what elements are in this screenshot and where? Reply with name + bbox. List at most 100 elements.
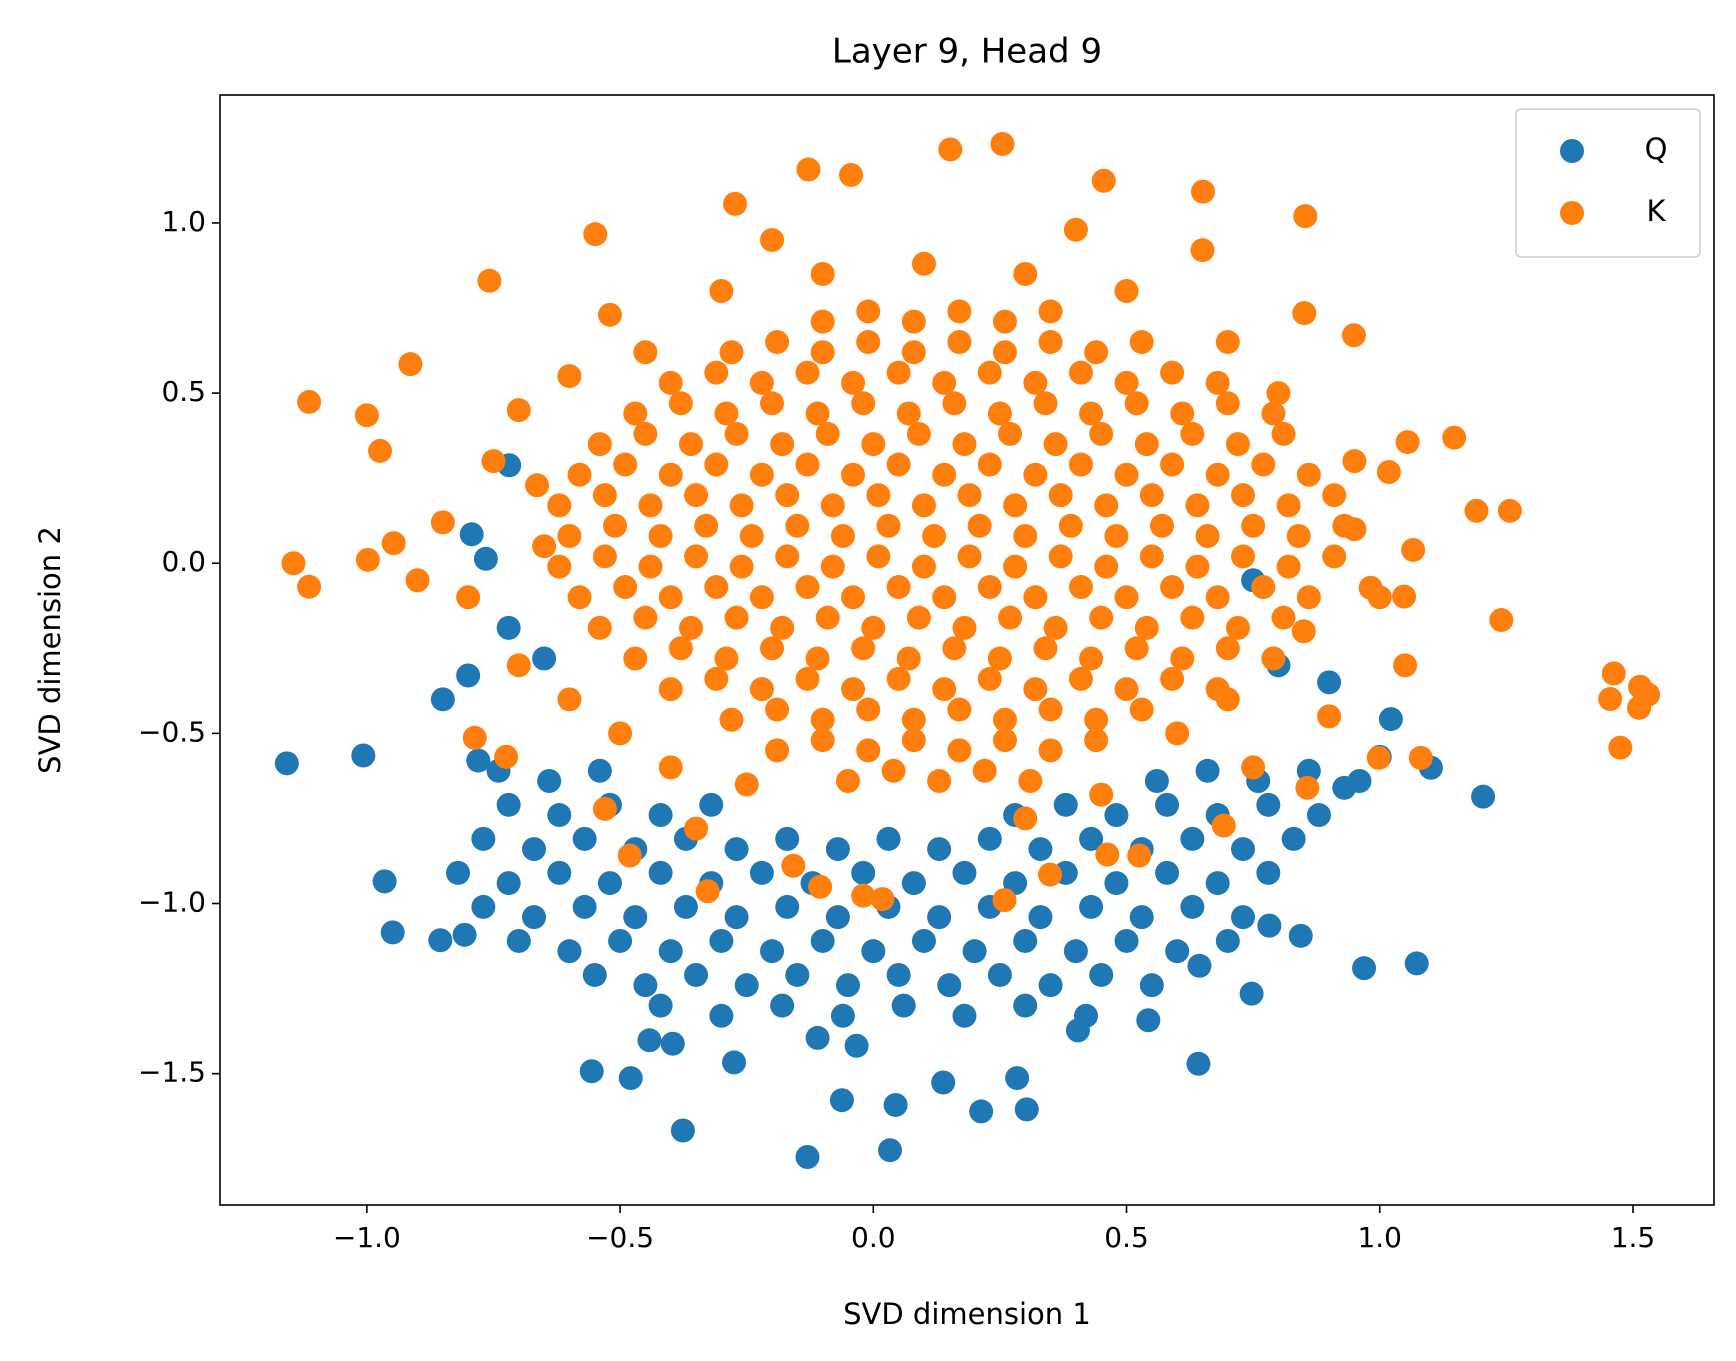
scatter-point: [876, 826, 901, 851]
scatter-point: [1104, 871, 1129, 896]
scatter-point: [886, 575, 911, 600]
scatter-point: [496, 871, 521, 896]
scatter-point: [795, 575, 820, 600]
scatter-point: [372, 869, 397, 894]
scatter-point: [1191, 179, 1216, 204]
scatter-point: [1079, 646, 1104, 671]
scatter-point: [1038, 862, 1063, 887]
scatter-point: [851, 860, 876, 885]
scatter-point: [719, 340, 744, 365]
scatter-point: [658, 462, 683, 487]
scatter-point: [1129, 697, 1154, 722]
chart-title: Layer 9, Head 9: [832, 32, 1102, 72]
scatter-point: [805, 646, 830, 671]
scatter-point: [1129, 330, 1154, 355]
legend-label: Q: [1645, 132, 1668, 166]
scatter-point: [886, 360, 911, 385]
scatter-point: [398, 352, 423, 377]
scatter-point: [1079, 826, 1104, 851]
scatter-point: [1003, 554, 1028, 579]
y-tick-label: −1.0: [138, 886, 206, 919]
scatter-point: [1038, 697, 1063, 722]
scatter-point: [932, 370, 957, 395]
legend-marker: [1560, 201, 1584, 225]
scatter-point: [1231, 837, 1256, 862]
scatter-point: [998, 421, 1023, 446]
scatter-point: [1013, 524, 1038, 549]
scatter-point: [1187, 953, 1212, 978]
scatter-point: [1306, 803, 1331, 828]
scatter-point: [805, 401, 830, 426]
scatter-point: [1392, 584, 1417, 609]
scatter-point: [704, 575, 729, 600]
scatter-point: [678, 615, 703, 640]
scatter-point: [1342, 449, 1367, 474]
scatter-point: [1013, 928, 1038, 953]
legend-marker: [1560, 139, 1584, 163]
scatter-point: [1442, 425, 1467, 450]
legend-box: [1515, 108, 1701, 258]
scatter-point: [734, 973, 759, 998]
scatter-point: [1058, 513, 1083, 538]
scatter-point: [947, 697, 972, 722]
scatter-point: [1293, 204, 1318, 229]
scatter-point: [1317, 670, 1342, 695]
scatter-point: [1089, 782, 1114, 807]
scatter-point: [723, 191, 748, 216]
scatter-point: [830, 524, 855, 549]
scatter-point: [942, 636, 967, 661]
scatter-point: [648, 860, 673, 885]
scatter-point: [952, 432, 977, 457]
scatter-point: [1205, 871, 1230, 896]
scatter-point: [1211, 813, 1236, 838]
y-tick-label: −0.5: [138, 715, 206, 748]
scatter-point: [1033, 391, 1058, 416]
scatter-point: [1225, 432, 1250, 457]
scatter-point: [608, 721, 633, 746]
scatter-point: [881, 758, 906, 783]
scatter-point: [1186, 1051, 1211, 1076]
scatter-point: [466, 748, 491, 773]
scatter-point: [1089, 962, 1114, 987]
scatter-point: [815, 605, 840, 630]
scatter-point: [597, 302, 622, 327]
scatter-point: [861, 615, 886, 640]
scatter-point: [810, 707, 835, 732]
scatter-point: [810, 728, 835, 753]
scatter-point: [459, 522, 484, 547]
scatter-point: [597, 871, 622, 896]
scatter-point: [471, 826, 496, 851]
scatter-point: [932, 462, 957, 487]
scatter-point: [749, 677, 774, 702]
scatter-point: [1038, 738, 1063, 763]
scatter-point: [856, 697, 881, 722]
scatter-point: [1023, 585, 1048, 610]
x-tick-label: 0.0: [851, 1221, 896, 1254]
scatter-point: [942, 391, 967, 416]
scatter-point: [521, 837, 546, 862]
scatter-point: [810, 928, 835, 953]
scatter-point: [1367, 585, 1392, 610]
scatter-point: [648, 524, 673, 549]
scatter-point: [739, 524, 764, 549]
scatter-point: [775, 826, 800, 851]
scatter-point: [901, 707, 926, 732]
scatter-point: [977, 452, 1002, 477]
scatter-point: [1170, 401, 1195, 426]
scatter-point: [1149, 513, 1174, 538]
scatter-point: [1276, 493, 1301, 518]
scatter-point: [547, 554, 572, 579]
scatter-point: [841, 585, 866, 610]
scatter-point: [990, 132, 1015, 157]
scatter-point: [856, 738, 881, 763]
scatter-point: [281, 551, 306, 576]
scatter-point: [911, 493, 936, 518]
scatter-point: [1104, 524, 1129, 549]
scatter-point: [1165, 721, 1190, 746]
scatter-point: [770, 993, 795, 1018]
scatter-point: [937, 973, 962, 998]
scatter-point: [1170, 646, 1195, 671]
scatter-point: [547, 493, 572, 518]
scatter-point: [1134, 615, 1159, 640]
scatter-point: [532, 534, 557, 559]
